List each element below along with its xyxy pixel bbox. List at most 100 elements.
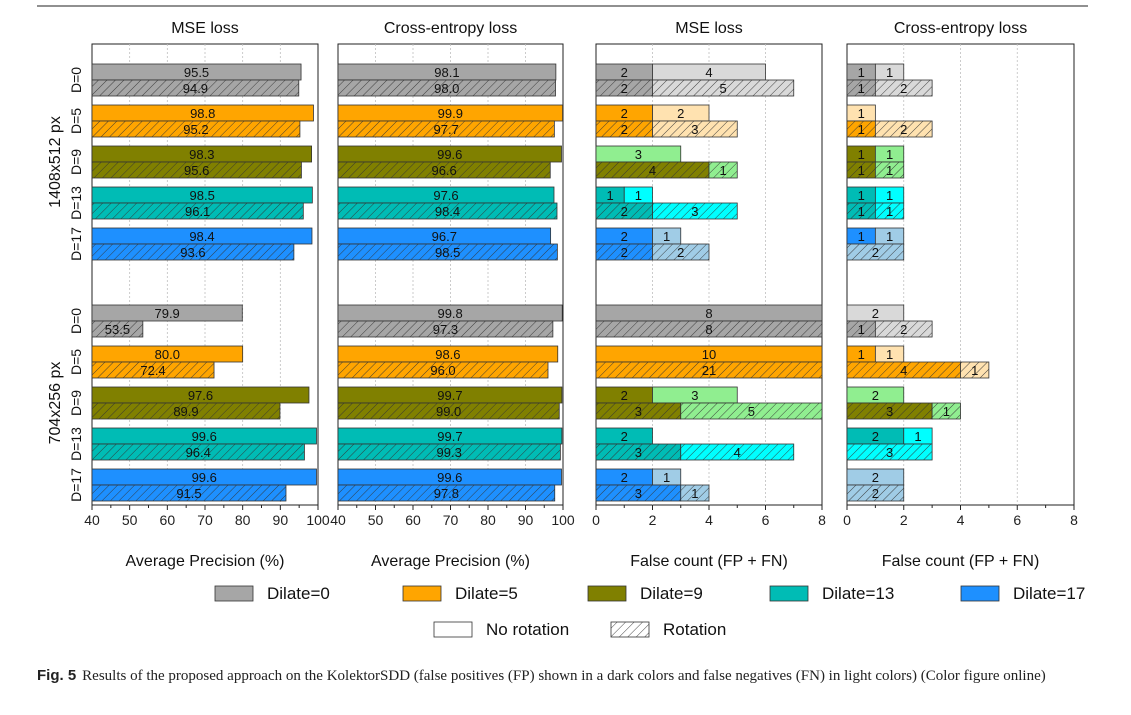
x-tick-label: 80 — [235, 512, 251, 528]
bar-value-label: 97.6 — [188, 388, 213, 403]
bar-value-label: 99.0 — [436, 404, 461, 419]
bar-hatch — [92, 244, 294, 260]
x-tick-label: 70 — [197, 512, 213, 528]
bar-value-label: 98.5 — [190, 188, 215, 203]
bar-value-label: 91.5 — [176, 486, 201, 501]
fn-count-label: 1 — [663, 229, 670, 244]
row-label: D=0 — [68, 67, 84, 93]
x-tick-label: 60 — [160, 512, 176, 528]
bar-hatch — [92, 321, 143, 337]
fp-count-label: 3 — [635, 445, 642, 460]
bar-value-label: 53.5 — [105, 322, 130, 337]
bars: 95.594.9 98.895.2 98.395.6 98.596.1 98.493.6… — [91, 63, 317, 502]
bar-hatch — [596, 321, 822, 337]
fp-count-label: 2 — [621, 245, 628, 260]
fp-count-label: 8 — [705, 306, 712, 321]
fn-count-label: 2 — [900, 322, 907, 337]
fn-count-label: 1 — [886, 163, 893, 178]
fn-count-label: 3 — [691, 388, 698, 403]
bar-hatch — [338, 485, 555, 501]
fn-count-label: 1 — [971, 363, 978, 378]
panel-title: Cross-entropy loss — [894, 20, 1027, 37]
fn-count-label: 1 — [858, 106, 865, 121]
fp-count-label: 2 — [621, 204, 628, 219]
bar-hatch — [847, 244, 904, 260]
bar-value-label: 98.6 — [435, 347, 460, 362]
x-tick-label: 70 — [443, 512, 459, 528]
x-tick-label: 80 — [480, 512, 496, 528]
fn-count-label: 1 — [886, 229, 893, 244]
legend-hatch — [611, 622, 649, 637]
panel-title: Cross-entropy loss — [384, 20, 517, 37]
fn-count-label: 1 — [943, 404, 950, 419]
fn-count-label: 3 — [886, 445, 893, 460]
x-tick-label: 50 — [368, 512, 384, 528]
panel-title: MSE loss — [675, 20, 743, 37]
bar-hatch — [847, 444, 933, 460]
fp-count-label: 4 — [649, 163, 656, 178]
fn-count-label: 2 — [677, 106, 684, 121]
x-axis-label: False count (FP + FN) — [630, 553, 788, 570]
x-tick-label: 8 — [1070, 512, 1078, 528]
fn-count-label: 2 — [872, 388, 879, 403]
fp-count-label: 3 — [886, 404, 893, 419]
fn-count-label: 1 — [663, 470, 670, 485]
fp-count-label: 2 — [872, 429, 879, 444]
x-tick-label: 8 — [818, 512, 826, 528]
bar-value-label: 99.3 — [437, 445, 462, 460]
bar-hatch — [875, 203, 904, 219]
bar-hatch — [596, 203, 653, 219]
bar-hatch — [338, 244, 558, 260]
bar-value-label: 99.6 — [437, 470, 462, 485]
legend-swatch — [587, 585, 627, 602]
fp-count-label: 1 — [607, 188, 614, 203]
fp-count-label: 1 — [858, 147, 865, 162]
bar-hatch — [596, 162, 709, 178]
bar-hatch — [338, 362, 548, 378]
bar-hatch — [680, 485, 709, 501]
bar-hatch — [338, 444, 561, 460]
legend-label: Dilate=9 — [640, 584, 703, 603]
legend-swatch — [769, 585, 809, 602]
x-axis-label: Average Precision (%) — [371, 553, 530, 570]
fn-count-label: 2 — [900, 81, 907, 96]
bar-hatch — [847, 121, 876, 137]
fn-count-label: 2 — [900, 122, 907, 137]
bar-hatch — [847, 403, 933, 419]
figure-caption: Fig. 5 Results of the proposed approach o… — [37, 666, 1097, 686]
row-label: D=0 — [68, 308, 84, 334]
x-tick-label: 0 — [592, 512, 600, 528]
legend-label: Dilate=17 — [1013, 584, 1085, 603]
bar-value-label: 96.4 — [186, 445, 211, 460]
row-label: D=9 — [68, 149, 84, 175]
bar-hatch — [596, 244, 653, 260]
fn-count-label: 1 — [886, 188, 893, 203]
bar-hatch — [338, 403, 560, 419]
bar-hatch — [847, 362, 961, 378]
x-tick-label: 90 — [518, 512, 534, 528]
x-tick-label: 40 — [84, 512, 100, 528]
x-tick-label: 2 — [900, 512, 908, 528]
fp-count-label: 21 — [702, 363, 716, 378]
legend-label: Dilate=0 — [267, 584, 330, 603]
fp-count-label: 2 — [621, 229, 628, 244]
bar-hatch — [338, 203, 557, 219]
bar-hatch — [652, 244, 709, 260]
bar-value-label: 98.4 — [189, 229, 214, 244]
fp-count-label: 2 — [621, 388, 628, 403]
bar-value-label: 95.6 — [184, 163, 209, 178]
row-label: D=9 — [68, 390, 84, 416]
fn-count-label: 3 — [691, 204, 698, 219]
fp-count-label: 1 — [858, 322, 865, 337]
fn-count-label: 4 — [734, 445, 741, 460]
bar-hatch — [847, 162, 876, 178]
bar-value-label: 96.6 — [431, 163, 456, 178]
row-group-label: 1408x512 px — [47, 116, 64, 208]
legend-label: Rotation — [663, 620, 726, 639]
row-group-label: 704x256 px — [47, 362, 64, 445]
bar-hatch — [709, 162, 738, 178]
x-tick-label: 40 — [330, 512, 346, 528]
x-tick-label: 100 — [306, 512, 330, 528]
caption-label: Fig. 5 — [37, 667, 77, 684]
bar-hatch — [847, 80, 876, 96]
